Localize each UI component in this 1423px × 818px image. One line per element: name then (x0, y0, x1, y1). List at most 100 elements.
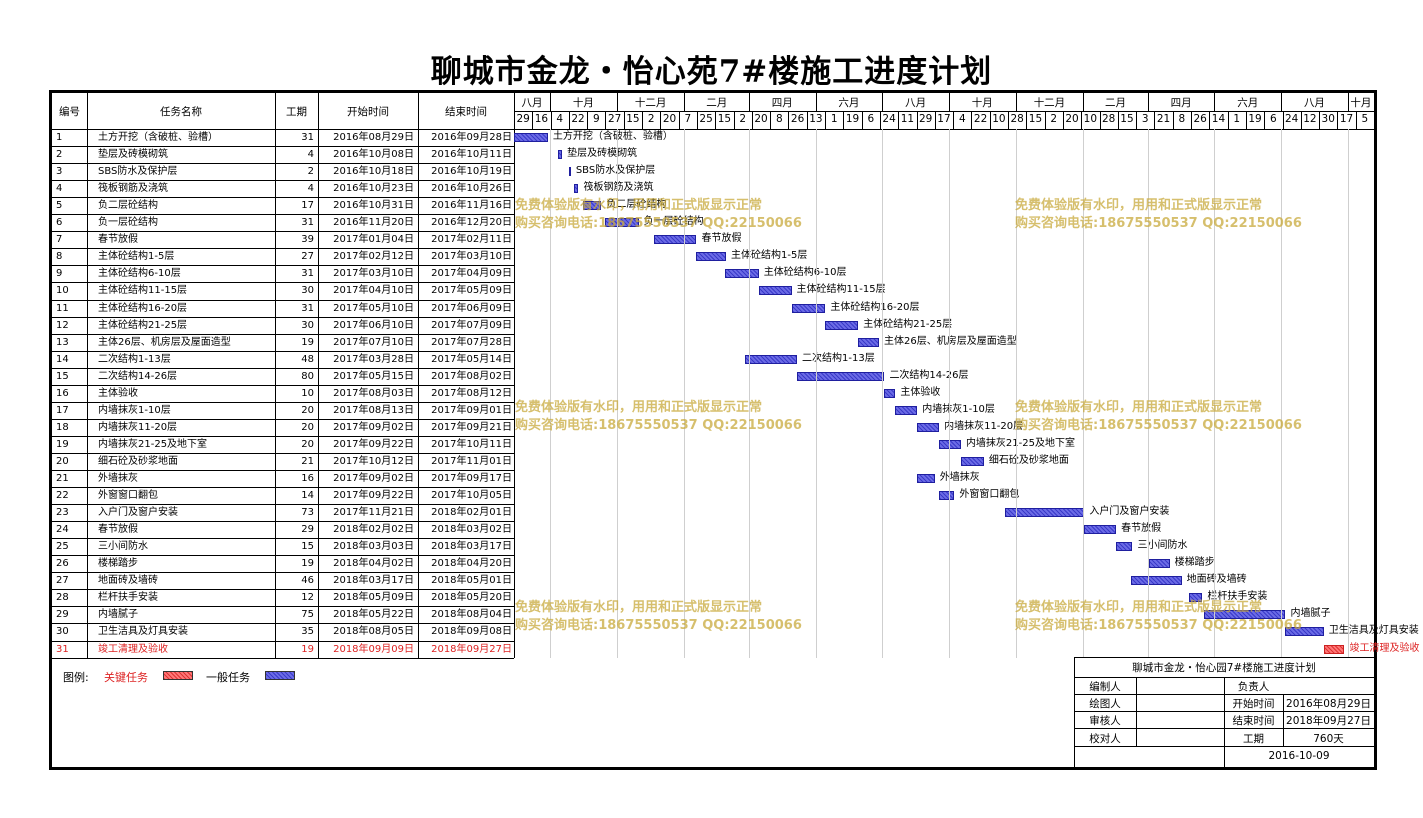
week-divider (569, 111, 570, 129)
gantt-bar-label: 主体砼结构1-5层 (730, 250, 808, 262)
gantt-bar[interactable] (758, 286, 792, 296)
gantt-bar[interactable] (574, 184, 579, 194)
month-label: 十二月 (634, 97, 667, 109)
week-label: 6 (1270, 113, 1277, 125)
gantt-bar[interactable] (744, 354, 797, 364)
gantt-bar[interactable] (557, 150, 563, 160)
task-end: 2017年08月02日 (431, 370, 512, 382)
watermark-text: 购买咨询电话:18675550537 QQ:22150066 (1015, 216, 1302, 231)
gantt-bar[interactable] (960, 456, 984, 466)
task-duration: 31 (301, 302, 314, 314)
info-col-line (1224, 677, 1225, 767)
gantt-bar[interactable] (653, 235, 697, 245)
week-divider (1063, 111, 1064, 129)
task-end: 2018年02月01日 (431, 507, 512, 519)
gantt-bar[interactable] (1285, 627, 1324, 637)
task-id: 24 (56, 524, 69, 536)
watermark-text: 购买咨询电话:18675550537 QQ:22150066 (1015, 418, 1302, 433)
task-start: 2017年09月02日 (333, 421, 414, 433)
gantt-bar[interactable] (604, 218, 639, 228)
week-label: 6 (867, 113, 875, 125)
week-divider (1319, 111, 1320, 129)
gantt-grid-line (1016, 129, 1017, 658)
watermark-text: 免费体验版有水印，用用和正式版显示正常 (515, 400, 763, 415)
task-end: 2017年06月09日 (431, 302, 512, 314)
gantt-bar[interactable] (1323, 644, 1345, 654)
task-id: 20 (56, 455, 69, 467)
month-label: 十月 (1350, 97, 1372, 109)
gantt-grid-line (550, 129, 551, 658)
gantt-bar[interactable] (1189, 593, 1203, 603)
grid-line (275, 93, 276, 658)
gantt-bar-label: 内墙抹灰21-25及地下室 (965, 437, 1075, 449)
gantt-bar-label: 土方开挖（含破桩、验槽） (552, 131, 673, 142)
task-end: 2017年08月12日 (431, 387, 512, 399)
task-duration: 12 (301, 592, 314, 604)
task-end: 2017年10月05日 (431, 490, 512, 502)
info-drawer-label: 绘图人 (1089, 698, 1121, 710)
task-name: 主体26层、机房层及屋面造型 (98, 336, 231, 348)
gantt-bar-label: 外墙抹灰 (939, 472, 980, 483)
week-label: 30 (1321, 113, 1335, 125)
gantt-bar[interactable] (825, 320, 859, 330)
gantt-bar[interactable] (884, 388, 896, 398)
gantt-bar[interactable] (1084, 525, 1117, 535)
task-duration: 20 (301, 404, 314, 416)
task-id: 27 (56, 575, 69, 587)
task-id: 4 (56, 183, 63, 195)
gantt-bar[interactable] (895, 405, 918, 415)
week-divider (1283, 111, 1284, 129)
gantt-grid-line (1148, 129, 1149, 658)
week-label: 15 (1028, 113, 1043, 125)
gantt-bar[interactable] (514, 133, 548, 142)
gantt-bar[interactable] (568, 167, 571, 177)
task-start: 2018年02月02日 (333, 524, 414, 536)
week-divider (1136, 111, 1137, 129)
task-id: 3 (56, 166, 63, 178)
week-label: 1 (830, 113, 838, 125)
gantt-bar[interactable] (1116, 542, 1133, 552)
gantt-bar[interactable] (696, 252, 726, 262)
task-duration: 16 (301, 473, 314, 484)
gantt-bar[interactable] (582, 201, 602, 211)
week-label: 17 (1339, 113, 1354, 125)
task-start: 2018年05月22日 (333, 609, 414, 621)
month-divider (949, 93, 950, 111)
gantt-bar[interactable] (1131, 576, 1182, 586)
gantt-bar[interactable] (939, 491, 955, 501)
gantt-bar[interactable] (1203, 610, 1286, 620)
task-end: 2018年04月20日 (431, 558, 512, 570)
gantt-bar[interactable] (939, 439, 961, 449)
task-name: 二次结构1-13层 (98, 353, 171, 365)
row-line (52, 606, 514, 607)
gantt-bar[interactable] (791, 303, 826, 313)
gantt-grid-line (816, 129, 817, 658)
gantt-bar[interactable] (917, 422, 940, 432)
row-line (52, 180, 514, 181)
month-divider (1214, 93, 1215, 111)
gantt-bar[interactable] (797, 371, 885, 381)
task-duration: 21 (301, 455, 314, 467)
task-start: 2018年05月09日 (333, 592, 414, 604)
task-name: 春节放假 (98, 524, 138, 536)
task-end: 2016年11月16日 (431, 200, 512, 212)
week-divider (605, 111, 606, 129)
gantt-bar[interactable] (917, 474, 935, 483)
task-start: 2016年10月31日 (333, 200, 414, 212)
task-id: 16 (56, 387, 69, 399)
gantt-bar[interactable] (724, 269, 759, 279)
gantt-bar[interactable] (858, 337, 879, 347)
month-label: 四月 (771, 97, 793, 109)
task-name: 二次结构14-26层 (98, 370, 178, 382)
gantt-grid-line (749, 129, 750, 658)
task-end: 2017年03月10日 (431, 251, 512, 263)
week-label: 4 (958, 113, 966, 125)
week-label: 25 (699, 113, 713, 125)
week-label: 11 (900, 113, 915, 125)
task-start: 2017年04月10日 (333, 285, 414, 297)
gantt-bar[interactable] (1148, 559, 1170, 569)
row-line (52, 436, 514, 437)
row-line (52, 521, 514, 522)
task-id: 9 (56, 268, 63, 280)
month-divider (1083, 93, 1084, 111)
